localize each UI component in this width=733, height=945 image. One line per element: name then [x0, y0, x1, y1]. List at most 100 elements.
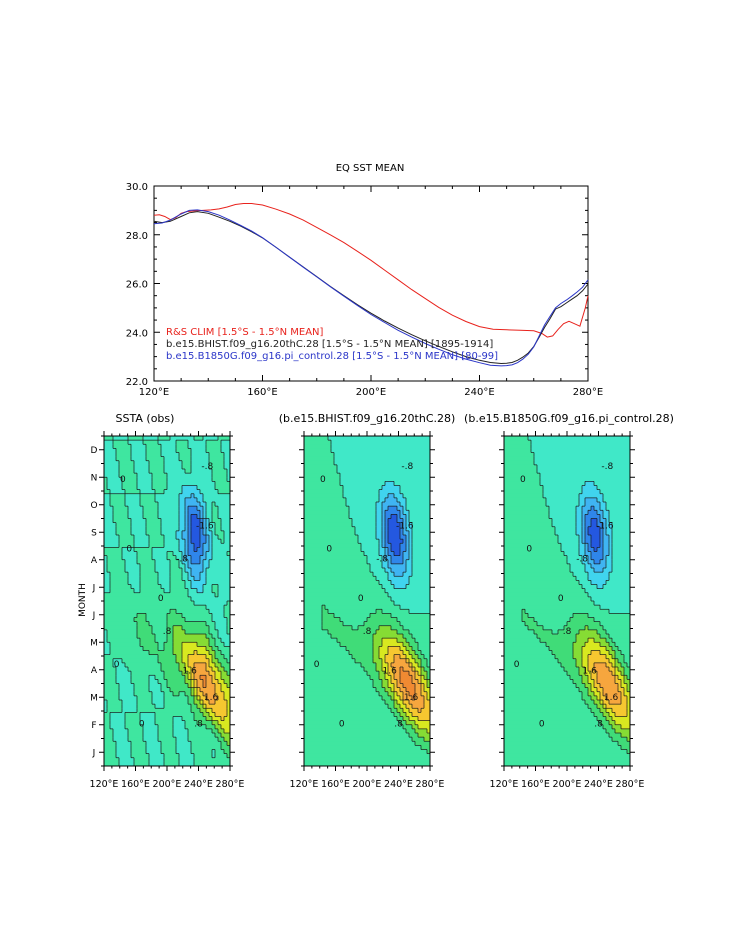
contour-cell [140, 687, 144, 693]
contour-cell [188, 745, 192, 751]
contour-cell [125, 440, 129, 445]
contour-cell [143, 526, 147, 532]
contour-cell [128, 691, 132, 697]
contour-cell [158, 584, 162, 590]
contour-cell [131, 563, 135, 569]
contour-cell [155, 667, 159, 672]
contour-cell [107, 481, 111, 487]
contour-cell [140, 448, 144, 454]
contour-cell [221, 716, 225, 722]
contour-cell [161, 691, 165, 697]
contour-cell [206, 601, 210, 606]
contour-cell [209, 683, 213, 689]
contour-cell [173, 667, 177, 672]
contour-cell [194, 568, 198, 573]
contour-cell [146, 444, 150, 449]
contour-cell [143, 464, 147, 470]
contour-cell [182, 551, 186, 557]
contour-cell [224, 580, 228, 586]
contour-cell [110, 543, 114, 548]
contour-cell [224, 605, 228, 610]
contour-cell [197, 625, 201, 631]
contour-cell [137, 638, 141, 643]
contour-cell [212, 629, 216, 635]
contour-cell [182, 724, 186, 730]
contour-cell [116, 510, 120, 515]
contour-cell [179, 584, 183, 590]
contour-cell [137, 675, 141, 680]
contour-cell [209, 662, 213, 668]
contour-cell [179, 522, 183, 528]
contour-cell [158, 646, 162, 652]
contour-cell [182, 543, 186, 548]
contour-cell [212, 456, 216, 462]
contour-cell [227, 514, 230, 520]
contour-cell [167, 679, 171, 685]
contour-cell [131, 638, 135, 643]
contour-cell [167, 547, 171, 553]
contour-cell [182, 502, 186, 507]
contour-cell [182, 737, 186, 742]
contour-cell [382, 436, 386, 441]
contour-cell [146, 724, 150, 730]
contour-cell [209, 526, 213, 532]
contour-cell [152, 522, 156, 528]
contour-cell [164, 436, 168, 441]
contour-cell [203, 568, 207, 573]
contour-cell [227, 654, 230, 660]
contour-cell [191, 601, 195, 606]
contour-cell [170, 448, 174, 454]
contour-cell [116, 559, 120, 565]
contour-cell [209, 642, 213, 647]
contour-cell [191, 724, 195, 730]
contour-cell [197, 436, 201, 441]
contour-cell [134, 584, 138, 590]
contour-cell [155, 745, 159, 751]
contour-cell [143, 613, 147, 619]
contour-cell [215, 609, 219, 614]
contour-cell [107, 609, 111, 614]
contour-cell [200, 761, 204, 766]
contour-cell [158, 592, 162, 598]
contour-cell [122, 708, 126, 713]
contour-cell [116, 514, 120, 520]
contour-cell [197, 757, 201, 763]
contour-cell [191, 526, 195, 532]
contour-cell [134, 712, 138, 718]
contour-cell [110, 728, 114, 734]
contour-cell [206, 559, 210, 565]
contour-cell [155, 572, 159, 577]
contour-cell [218, 530, 222, 536]
contour-cell [113, 625, 117, 631]
contour-cell [107, 502, 111, 507]
contour-cell [200, 551, 204, 557]
contour-cell [170, 724, 174, 730]
contour-cell [158, 502, 162, 507]
contour-cell [391, 444, 395, 449]
contour-cell [194, 704, 198, 709]
contour-cell [119, 452, 123, 458]
contour-cell [119, 464, 123, 470]
contour-cell [194, 456, 198, 462]
contour-cell [173, 728, 177, 734]
contour-cell [379, 444, 383, 449]
contour-cell [227, 452, 230, 458]
contour-cell [218, 576, 222, 581]
contour-cell [158, 588, 162, 594]
contour-cell [158, 638, 162, 643]
contour-cell [203, 629, 207, 635]
contour-cell [182, 510, 186, 515]
contour-cell [125, 728, 129, 734]
contour-cell [197, 741, 201, 746]
contour-cell [194, 436, 198, 441]
contour-cell [310, 436, 314, 441]
contour-cell [194, 687, 198, 693]
contour-cell [212, 737, 216, 742]
contour-cell [206, 695, 210, 701]
contour-cell [119, 757, 123, 763]
contour-cell [128, 761, 132, 766]
contour-cell [107, 464, 111, 470]
contour-cell [212, 493, 216, 499]
contour-cell [146, 617, 150, 623]
contour-cell [227, 753, 230, 759]
